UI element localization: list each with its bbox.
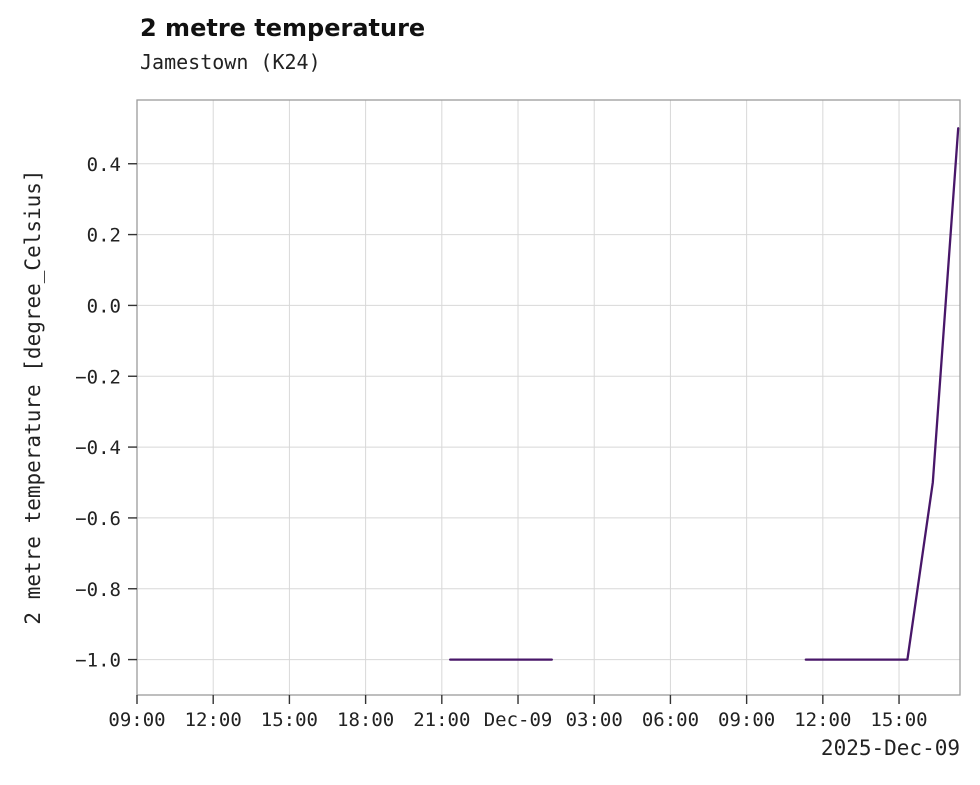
- x-tick-label: Dec-09: [484, 709, 553, 731]
- chart-subtitle: Jamestown (K24): [140, 50, 321, 74]
- y-tick-label: −0.6: [75, 508, 121, 530]
- plot-border: [136, 99, 961, 696]
- y-tick-label: −0.4: [75, 437, 121, 459]
- x-tick-label: 12:00: [185, 709, 242, 731]
- x-tick-label: 03:00: [566, 709, 623, 731]
- chart-title: 2 metre temperature: [140, 14, 426, 42]
- x-tick-label: 15:00: [870, 709, 927, 731]
- y-tick-label: −1.0: [75, 650, 121, 672]
- y-tick-label: 0.4: [87, 154, 121, 176]
- y-tick-label: −0.2: [75, 366, 121, 388]
- x-tick-label: 09:00: [108, 709, 165, 731]
- x-tick-label: 09:00: [718, 709, 775, 731]
- y-tick-label: −0.8: [75, 579, 121, 601]
- x-tick-label: 21:00: [413, 709, 470, 731]
- x-tick-label: 15:00: [261, 709, 318, 731]
- y-tick-label: 0.2: [87, 225, 121, 247]
- x-tick-label: 12:00: [794, 709, 851, 731]
- temperature-series-line: [804, 127, 960, 661]
- y-tick-label: 0.0: [87, 295, 121, 317]
- x-tick-label: 06:00: [642, 709, 699, 731]
- x-axis-date-label: 2025-Dec-09: [820, 736, 960, 760]
- x-tick-label: 18:00: [337, 709, 394, 731]
